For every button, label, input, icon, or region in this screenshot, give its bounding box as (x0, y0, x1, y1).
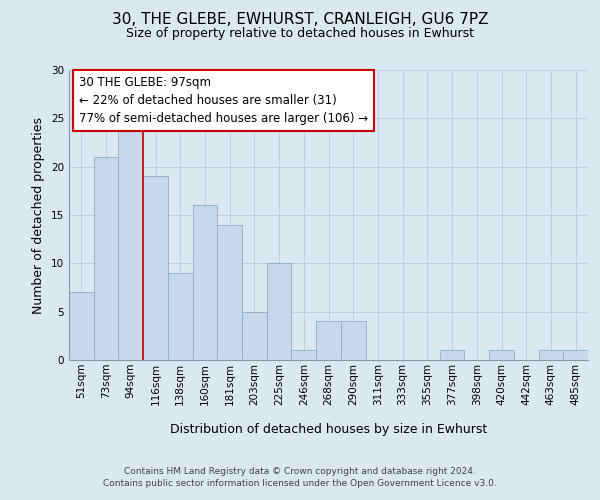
Bar (539, 350, 563, 360)
Bar (168, 273, 193, 360)
Bar (267, 264, 292, 360)
Y-axis label: Number of detached properties: Number of detached properties (32, 116, 46, 314)
Bar (292, 350, 316, 360)
Bar (316, 322, 341, 360)
Bar (69, 292, 94, 360)
Bar (217, 224, 242, 360)
Text: 30 THE GLEBE: 97sqm
← 22% of detached houses are smaller (31)
77% of semi-detach: 30 THE GLEBE: 97sqm ← 22% of detached ho… (79, 76, 368, 125)
Bar (118, 118, 143, 360)
Text: Contains public sector information licensed under the Open Government Licence v3: Contains public sector information licen… (103, 479, 497, 488)
Text: Size of property relative to detached houses in Ewhurst: Size of property relative to detached ho… (126, 28, 474, 40)
Bar (94, 157, 118, 360)
Bar (563, 350, 588, 360)
Bar (143, 176, 168, 360)
Bar (440, 350, 464, 360)
Bar (341, 322, 365, 360)
Bar (489, 350, 514, 360)
Bar (193, 206, 217, 360)
Text: Contains HM Land Registry data © Crown copyright and database right 2024.: Contains HM Land Registry data © Crown c… (124, 468, 476, 476)
Bar (242, 312, 267, 360)
Text: 30, THE GLEBE, EWHURST, CRANLEIGH, GU6 7PZ: 30, THE GLEBE, EWHURST, CRANLEIGH, GU6 7… (112, 12, 488, 28)
Text: Distribution of detached houses by size in Ewhurst: Distribution of detached houses by size … (170, 422, 487, 436)
